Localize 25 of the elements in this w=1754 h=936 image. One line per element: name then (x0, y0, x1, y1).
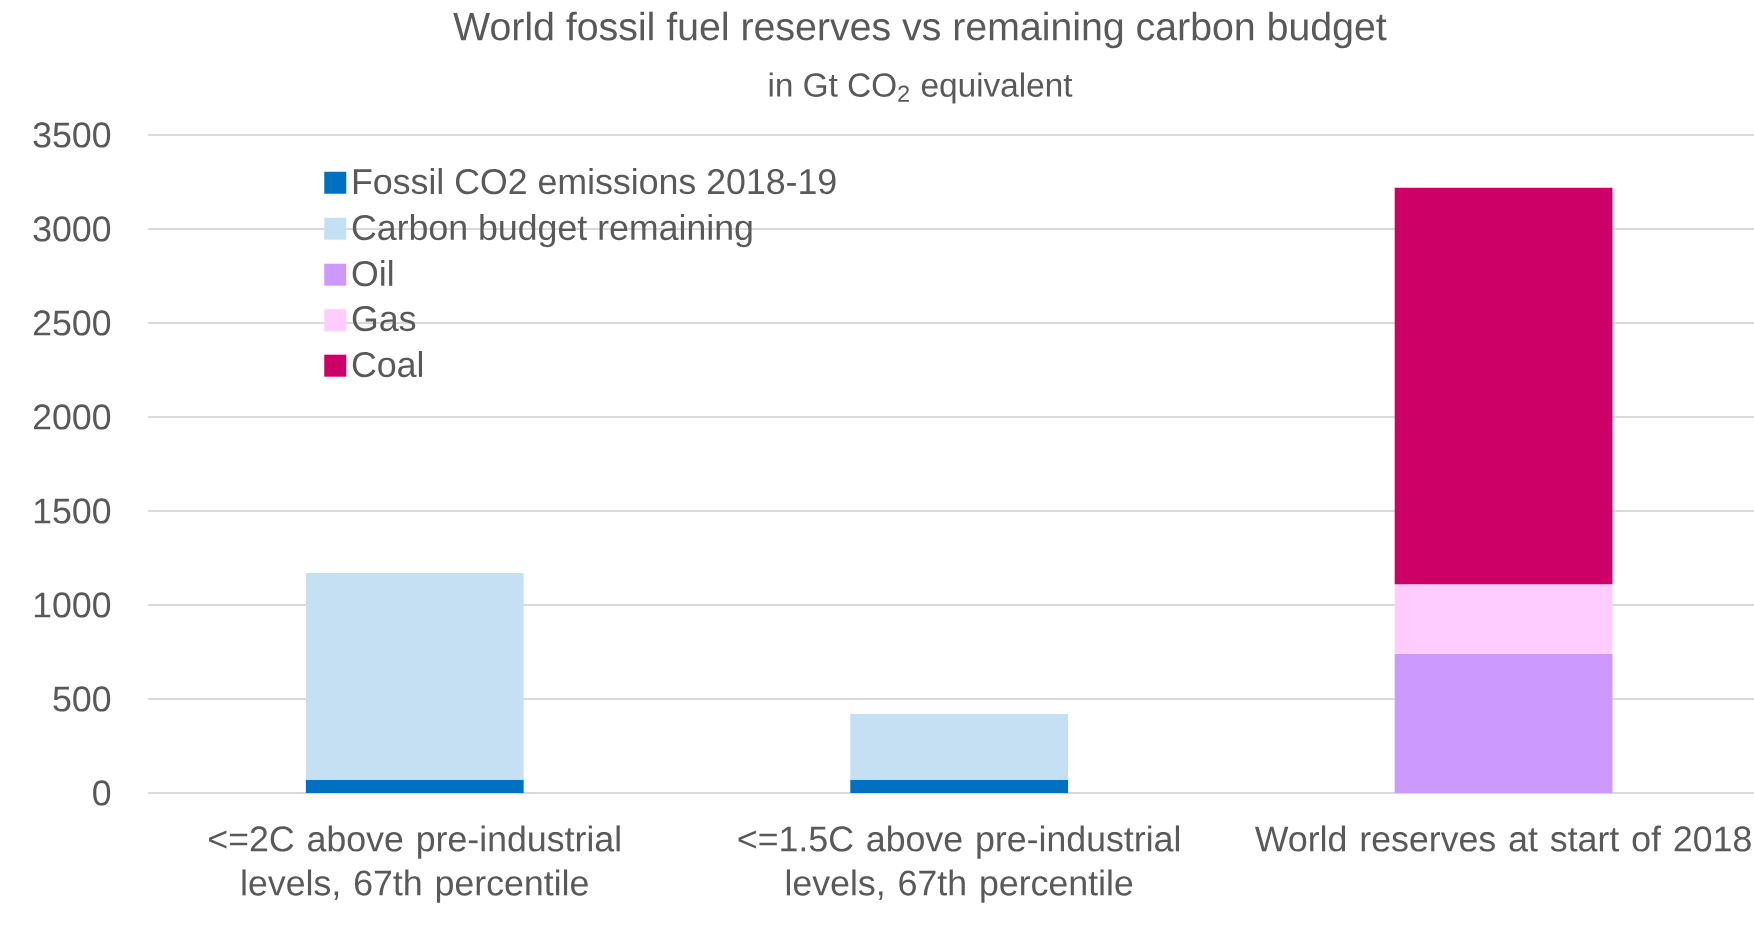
legend-label: Coal (352, 350, 423, 378)
bar (1394, 653, 1613, 793)
y-tick-label: 1500 (34, 498, 111, 524)
x-tick-label: <=2C above pre-industrial levels, 67th percentile (209, 825, 620, 903)
y-tick-label: 2000 (33, 404, 111, 430)
x-tick-label: World reserves at start of 2018 (1254, 825, 1751, 852)
y-tick-label: 2500 (33, 310, 111, 336)
legend-label: Gas (352, 305, 416, 332)
bar (1394, 187, 1613, 585)
x-tick-label: <=1.5C above pre-industrial levels, 67th percentile (738, 825, 1180, 903)
y-tick-label: 500 (53, 686, 111, 712)
bar (305, 779, 524, 793)
y-tick-label: 1000 (34, 592, 111, 618)
y-tick-label: 3000 (33, 216, 111, 242)
bar (850, 779, 1069, 793)
y-tick-label: 0 (93, 780, 111, 806)
legend-label: Fossil CO2 emissions 2018-19 (353, 168, 836, 195)
bar (1394, 584, 1613, 654)
bar (305, 573, 524, 780)
legend-label: Carbon budget remaining (352, 214, 752, 248)
y-tick-label: 3500 (33, 122, 111, 148)
bar (850, 714, 1069, 780)
legend-label: Oil (352, 259, 393, 287)
chart-subtitle: in Gt CO$_{2}$ equivalent (769, 72, 1073, 104)
chart-title: World fossil fuel reserves vs remaining carbon budget (453, 11, 1387, 49)
